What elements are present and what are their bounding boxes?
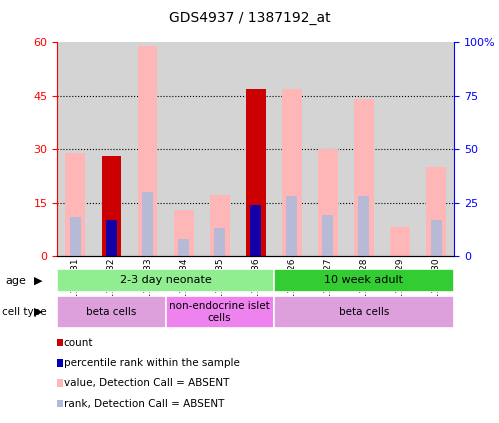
Bar	[282, 88, 302, 256]
Bar	[426, 167, 446, 256]
Bar	[65, 153, 85, 256]
Bar	[102, 156, 121, 256]
Text: beta cells: beta cells	[339, 307, 389, 317]
Bar	[418, 42, 454, 256]
Bar	[70, 217, 81, 256]
Text: 10 week adult: 10 week adult	[324, 275, 403, 285]
Bar	[57, 269, 274, 292]
Bar	[214, 228, 225, 256]
Text: beta cells: beta cells	[86, 307, 137, 317]
Bar	[142, 192, 153, 256]
Bar	[178, 239, 189, 256]
Bar	[354, 99, 374, 256]
Text: value, Detection Call = ABSENT: value, Detection Call = ABSENT	[64, 378, 229, 388]
Bar	[250, 205, 261, 256]
Bar	[274, 269, 454, 292]
Bar	[106, 220, 117, 256]
Text: 2-3 day neonate: 2-3 day neonate	[120, 275, 212, 285]
Bar	[358, 196, 369, 256]
Bar	[238, 42, 274, 256]
Bar	[57, 296, 166, 328]
Text: count: count	[64, 338, 93, 348]
Bar	[246, 88, 265, 256]
Bar	[346, 42, 382, 256]
Text: cell type: cell type	[2, 307, 47, 317]
Bar	[202, 42, 238, 256]
Text: rank, Detection Call = ABSENT: rank, Detection Call = ABSENT	[64, 398, 224, 409]
Bar	[57, 42, 93, 256]
Bar	[210, 195, 230, 256]
Bar	[138, 46, 158, 256]
Bar	[130, 42, 166, 256]
Text: age: age	[5, 276, 26, 286]
Text: ▶: ▶	[34, 276, 42, 286]
Bar	[431, 220, 442, 256]
Bar	[322, 215, 333, 256]
Bar	[93, 42, 130, 256]
Bar	[382, 42, 418, 256]
Bar	[274, 42, 310, 256]
Bar	[174, 210, 194, 256]
Bar	[390, 228, 410, 256]
Text: GDS4937 / 1387192_at: GDS4937 / 1387192_at	[169, 11, 330, 25]
Bar	[274, 296, 454, 328]
Bar	[166, 42, 202, 256]
Bar	[310, 42, 346, 256]
Bar	[286, 196, 297, 256]
Text: non-endocrine islet
cells: non-endocrine islet cells	[169, 301, 270, 323]
Bar	[318, 149, 338, 256]
Bar	[166, 296, 274, 328]
Text: percentile rank within the sample: percentile rank within the sample	[64, 358, 240, 368]
Text: ▶: ▶	[34, 307, 42, 317]
